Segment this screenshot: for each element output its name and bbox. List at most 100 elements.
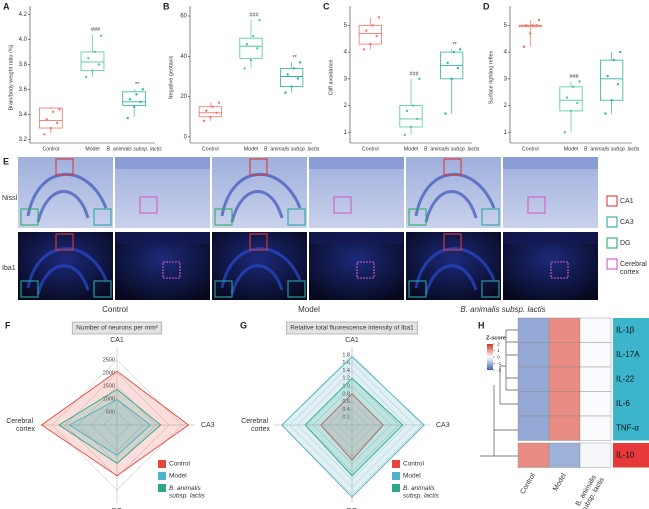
grid-ring: [328, 401, 376, 449]
data-point: [403, 133, 406, 137]
y-tick-label: 20: [180, 94, 187, 100]
data-point: [132, 105, 136, 109]
r-tick-label: 0.2: [342, 415, 350, 421]
axis-label: DG: [347, 508, 358, 509]
group-label: Model: [298, 305, 320, 314]
legend-label: DG: [620, 240, 631, 247]
x-tick-label: B. animalis subsp. lactis: [584, 146, 640, 152]
row-label: IL-10: [616, 450, 635, 459]
legend-label: Model: [169, 473, 187, 480]
legend-swatch: [392, 472, 400, 480]
y-tick-label: 4: [344, 50, 348, 56]
row-label-bg: [613, 416, 649, 441]
panel-letter: H: [478, 320, 485, 330]
heat-cell: [579, 317, 612, 343]
row-label-bg: [613, 443, 649, 468]
r-tick-label: 2000: [103, 370, 115, 376]
axis-label: CA1: [110, 337, 124, 344]
y-tick-label: 3.6: [19, 87, 28, 93]
data-point: [604, 112, 607, 115]
legend-gradient: [487, 369, 493, 371]
data-point: [243, 67, 246, 70]
y-axis-label: Cliff avoidance: [328, 60, 334, 96]
r-tick-label: 1000: [103, 396, 115, 402]
data-point: [446, 61, 449, 64]
grid-ring: [336, 409, 368, 441]
region-box: [214, 280, 233, 298]
legend-gradient: [487, 346, 493, 348]
legend-label: Model: [403, 473, 421, 480]
panel-letter: F: [5, 320, 11, 330]
y-axis-label: Surface righting reflex: [488, 51, 494, 105]
y-tick-label: 3.8: [19, 62, 28, 68]
data-point: [202, 119, 206, 123]
data-point: [49, 126, 53, 130]
radar-area: [68, 398, 152, 456]
r-tick-label: 1.8: [342, 352, 350, 358]
data-point: [84, 75, 88, 79]
data-point: [565, 96, 569, 99]
data-point: [215, 111, 218, 114]
grid-ring: [297, 370, 407, 480]
r-tick-label: 1.6: [342, 360, 350, 366]
title-box: [71, 321, 163, 335]
x-tick-label: Control: [362, 146, 379, 152]
data-point: [245, 43, 249, 46]
region-box: [287, 208, 306, 226]
legend-label: CA3: [620, 219, 634, 226]
legend-gradient: [487, 349, 493, 351]
radar-area: [320, 393, 384, 461]
r-tick-label: 1.2: [342, 376, 350, 382]
data-point: [458, 48, 462, 51]
y-tick-label: 3: [344, 76, 348, 82]
y-tick-label: 60: [180, 14, 187, 20]
data-point: [412, 104, 415, 107]
data-point: [205, 109, 208, 112]
legend-gradient: [487, 350, 493, 352]
legend-tick-label: 2: [497, 341, 500, 347]
legend-gradient: [487, 344, 493, 346]
region-box: [93, 280, 112, 298]
legend-swatch: [158, 460, 166, 468]
heat-cell: [517, 317, 550, 343]
group-label: Control: [102, 305, 128, 314]
heat-cell: [579, 342, 612, 368]
data-point: [45, 118, 48, 121]
data-point: [369, 42, 372, 46]
data-point: [128, 98, 132, 101]
data-point: [292, 67, 296, 70]
data-point: [296, 77, 300, 80]
axis-label: CA3: [201, 422, 215, 429]
y-axis-label: Brain/body weight ratio (%): [8, 44, 14, 110]
cortex-layer: [309, 157, 404, 169]
tissue-layer: [414, 247, 496, 295]
data-point: [252, 34, 255, 38]
region-box: [443, 233, 462, 251]
x-tick-label: Control: [202, 146, 219, 152]
chart-title: Number of neurons per mm²: [76, 325, 158, 332]
y-tick-label: 3.4: [19, 112, 28, 118]
data-point: [298, 61, 302, 64]
legend-gradient: [487, 361, 493, 363]
y-tick-label: 5: [504, 23, 508, 29]
legend-gradient: [487, 348, 493, 350]
legend-gradient: [487, 351, 493, 353]
row-label: IL-1β: [616, 325, 635, 334]
region-box: [20, 208, 39, 226]
chart-title: Relative total fluorescence intensity of…: [290, 325, 414, 332]
region-box: [162, 261, 181, 279]
panel-letter: C: [323, 1, 330, 11]
data-point: [365, 29, 368, 32]
x-tick-label: Model: [85, 146, 99, 152]
data-point: [418, 77, 421, 81]
heat-cell: [517, 442, 550, 468]
stain-label: Iba1: [2, 265, 16, 272]
data-point: [126, 116, 129, 120]
data-point: [522, 45, 526, 48]
legend-gradient: [487, 366, 493, 368]
legend-swatch: [606, 216, 618, 228]
row-label-bg: [613, 391, 649, 416]
data-point: [456, 66, 460, 70]
row-label: IL-17A: [616, 350, 640, 359]
x-tick-label: Control: [522, 146, 539, 152]
